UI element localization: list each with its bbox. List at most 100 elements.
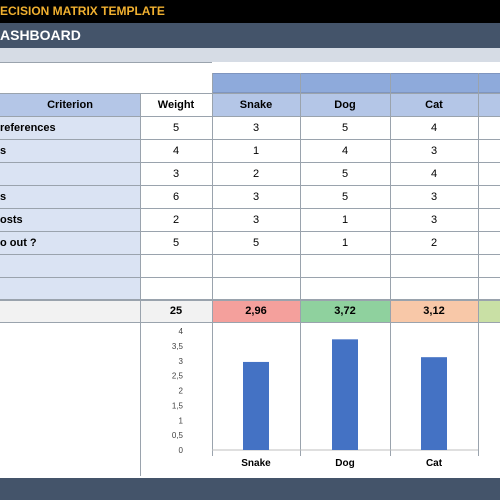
score-bar-chart: 0 0,5 1 1,5 2 2,5 3 3,5 4 Snake Dog Cat	[172, 327, 478, 469]
total-score-dog[interactable]: 3,72	[300, 299, 390, 322]
criterion-cell[interactable]	[0, 254, 140, 277]
score-cell[interactable]: 4	[341, 144, 349, 157]
grid-line	[0, 300, 500, 301]
score-cell[interactable]: 3	[252, 213, 260, 226]
score-cell[interactable]: 3	[252, 121, 260, 134]
criterion-cell[interactable]: osts	[0, 208, 140, 231]
grid-line	[0, 277, 500, 278]
option-header-snake[interactable]: Snake	[212, 93, 300, 116]
weight-cell[interactable]: 6	[172, 190, 180, 203]
weight-cell[interactable]	[140, 254, 212, 277]
y-tick-label: 3	[179, 357, 184, 366]
y-tick-label: 0,5	[172, 431, 184, 440]
grid-line	[0, 299, 500, 300]
y-tick-label: 4	[179, 327, 184, 336]
y-tick-label: 1,5	[172, 401, 184, 410]
score-cell-extra[interactable]	[478, 162, 500, 185]
y-tick-label: 0	[179, 446, 184, 455]
score-cell[interactable]	[300, 254, 390, 277]
score-cell-extra[interactable]	[478, 139, 500, 162]
score-cell[interactable]	[300, 277, 390, 300]
total-weight[interactable]: 25	[140, 299, 212, 322]
x-category-label: Cat	[426, 458, 443, 469]
grid-line	[0, 231, 500, 232]
score-cell[interactable]: 5	[341, 121, 349, 134]
header-strip	[0, 48, 500, 62]
weight-cell[interactable]: 5	[172, 121, 180, 134]
weight-cell[interactable]: 4	[172, 144, 180, 157]
score-cell[interactable]: 5	[341, 190, 349, 203]
grid-line	[0, 208, 500, 209]
bar-snake	[243, 361, 269, 450]
grid-line	[300, 322, 301, 456]
weight-cell[interactable]	[140, 277, 212, 300]
option-header-dog[interactable]: Dog	[300, 93, 390, 116]
grid-line	[390, 73, 391, 322]
grid-line	[140, 322, 141, 476]
score-cell[interactable]: 4	[430, 167, 438, 180]
score-cell[interactable]: 2	[252, 167, 260, 180]
total-score-cat[interactable]: 3,12	[390, 299, 478, 322]
criterion-cell[interactable]	[0, 277, 140, 300]
criterion-cell[interactable]	[0, 162, 140, 185]
option-header-extra[interactable]	[478, 93, 500, 116]
score-cell[interactable]	[390, 254, 478, 277]
grid-line	[0, 162, 500, 163]
score-cell[interactable]: 3	[252, 190, 260, 203]
grid-line	[0, 116, 500, 117]
score-cell[interactable]: 1	[341, 213, 349, 226]
x-category-label: Snake	[241, 458, 271, 469]
score-cell[interactable]: 4	[430, 121, 438, 134]
options-header-band	[212, 73, 500, 93]
bar-dog	[332, 339, 358, 450]
grid-line	[478, 73, 479, 322]
bar-cat	[421, 357, 447, 450]
score-cell[interactable]: 1	[341, 236, 349, 249]
score-cell[interactable]: 3	[430, 190, 438, 203]
totals-label-cell[interactable]	[0, 299, 140, 322]
score-cell[interactable]	[212, 254, 300, 277]
weight-cell[interactable]: 2	[172, 213, 180, 226]
option-header-cat[interactable]: Cat	[390, 93, 478, 116]
score-cell[interactable]: 5	[341, 167, 349, 180]
grid-line	[0, 254, 500, 255]
grid-line	[0, 322, 500, 323]
criterion-cell[interactable]: s	[0, 139, 140, 162]
score-cell-extra[interactable]	[478, 116, 500, 139]
score-cell[interactable]	[390, 277, 478, 300]
score-cell-extra[interactable]	[478, 277, 500, 300]
y-tick-label: 2,5	[172, 372, 184, 381]
score-cell[interactable]: 1	[252, 144, 260, 157]
criterion-cell[interactable]: o out ?	[0, 231, 140, 254]
score-cell[interactable]: 5	[252, 236, 260, 249]
criterion-cell[interactable]: references	[0, 116, 140, 139]
score-cell-extra[interactable]	[478, 254, 500, 277]
dashboard-title: ASHBOARD	[0, 27, 81, 43]
x-category-label: Dog	[335, 458, 354, 469]
template-title-bar: ECISION MATRIX TEMPLATE	[0, 0, 500, 23]
dashboard-bar: ASHBOARD	[0, 23, 500, 48]
criterion-header[interactable]: Criterion	[0, 93, 140, 116]
score-cell[interactable]	[212, 277, 300, 300]
score-cell-extra[interactable]	[478, 185, 500, 208]
score-cell[interactable]: 3	[430, 144, 438, 157]
total-score-snake[interactable]: 2,96	[212, 299, 300, 322]
score-cell-extra[interactable]	[478, 231, 500, 254]
score-cell-extra[interactable]	[478, 208, 500, 231]
score-cell[interactable]: 2	[430, 236, 438, 249]
grid-line	[300, 73, 301, 322]
grid-line	[0, 93, 500, 94]
y-tick-label: 3,5	[172, 342, 184, 351]
score-cell[interactable]: 3	[430, 213, 438, 226]
weight-cell[interactable]: 3	[172, 167, 180, 180]
footer-bar	[0, 478, 500, 500]
grid-line	[390, 322, 391, 456]
total-score-extra[interactable]	[478, 299, 500, 322]
template-title: ECISION MATRIX TEMPLATE	[0, 4, 165, 18]
y-tick-label: 2	[179, 387, 184, 396]
criterion-cell[interactable]: s	[0, 185, 140, 208]
grid-line	[212, 322, 213, 456]
grid-line	[0, 62, 212, 63]
weight-header[interactable]: Weight	[157, 98, 195, 111]
weight-cell[interactable]: 5	[172, 236, 180, 249]
